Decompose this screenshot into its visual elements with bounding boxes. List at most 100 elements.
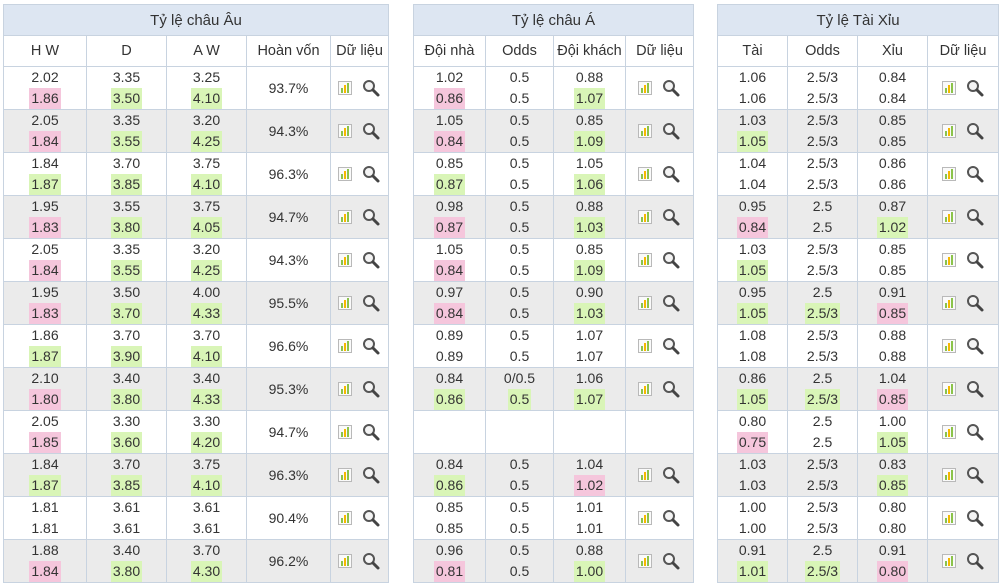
draw-odds: 3.35 3.55 (86, 238, 167, 282)
magnifier-icon[interactable] (361, 250, 381, 270)
magnifier-icon[interactable] (965, 293, 985, 313)
current-odds: 3.85 (110, 174, 143, 195)
bar-chart-icon[interactable] (941, 124, 956, 138)
magnifier-icon[interactable] (661, 508, 681, 528)
bar-chart-icon[interactable] (638, 81, 652, 95)
bar-chart-icon[interactable] (941, 554, 956, 568)
handicap-line: 0.5 0.5 (485, 109, 554, 153)
opening-odds: 3.75 (192, 155, 221, 171)
magnifier-icon[interactable] (361, 422, 381, 442)
opening-odds: 1.05 (435, 112, 464, 128)
bar-chart-icon[interactable] (638, 339, 652, 353)
magnifier-icon[interactable] (965, 207, 985, 227)
magnifier-icon[interactable] (361, 78, 381, 98)
bar-chart-icon[interactable] (941, 81, 956, 95)
opening-odds: 0.85 (435, 499, 464, 515)
bar-chart-icon[interactable] (638, 124, 652, 138)
magnifier-icon[interactable] (361, 164, 381, 184)
bar-chart-icon[interactable] (638, 253, 652, 267)
bar-chart-icon[interactable] (941, 296, 956, 310)
away-team-odds: 0.90 1.03 (553, 281, 626, 325)
magnifier-icon[interactable] (661, 465, 681, 485)
bar-chart-icon[interactable] (338, 253, 353, 267)
data-tools-cell (625, 453, 694, 497)
home-win-odds: 1.86 1.87 (3, 324, 87, 368)
current-odds: 1.06 (573, 174, 606, 195)
bar-chart-icon[interactable] (941, 210, 956, 224)
total-line: 2.5 2.5/3 (787, 281, 858, 325)
magnifier-icon[interactable] (965, 121, 985, 141)
magnifier-icon[interactable] (661, 250, 681, 270)
magnifier-icon[interactable] (965, 336, 985, 356)
magnifier-icon[interactable] (661, 78, 681, 98)
magnifier-icon[interactable] (661, 551, 681, 571)
opening-odds: 1.04 (575, 456, 604, 472)
bar-chart-icon[interactable] (638, 511, 652, 525)
col-data: Dữ liệu (329, 35, 390, 67)
bar-chart-icon[interactable] (338, 210, 353, 224)
magnifier-icon[interactable] (965, 422, 985, 442)
current-odds: 4.10 (190, 475, 223, 496)
magnifier-icon[interactable] (361, 379, 381, 399)
bar-chart-icon[interactable] (338, 167, 353, 181)
bar-chart-icon[interactable] (941, 382, 956, 396)
magnifier-icon[interactable] (361, 336, 381, 356)
bar-chart-icon[interactable] (638, 468, 652, 482)
bar-chart-icon[interactable] (941, 167, 956, 181)
magnifier-icon[interactable] (965, 164, 985, 184)
current-odds: 0.88 (878, 348, 907, 364)
magnifier-icon[interactable] (361, 293, 381, 313)
data-tools-cell (625, 281, 694, 325)
current-odds: 1.80 (29, 389, 61, 410)
bar-chart-icon[interactable] (338, 296, 353, 310)
bar-chart-icon[interactable] (338, 382, 353, 396)
opening-odds: 3.70 (192, 542, 221, 558)
bar-chart-icon[interactable] (338, 339, 353, 353)
away-win-odds: 3.30 4.20 (166, 410, 247, 454)
magnifier-icon[interactable] (661, 164, 681, 184)
opening-odds: 0.5 (509, 499, 530, 515)
magnifier-icon[interactable] (361, 121, 381, 141)
bar-chart-icon[interactable] (941, 339, 956, 353)
magnifier-icon[interactable] (361, 465, 381, 485)
magnifier-icon[interactable] (661, 207, 681, 227)
bar-chart-icon[interactable] (941, 253, 956, 267)
magnifier-icon[interactable] (965, 379, 985, 399)
opening-odds: 3.75 (192, 198, 221, 214)
bar-chart-icon[interactable] (338, 124, 353, 138)
handicap-line: 0.5 0.5 (485, 238, 554, 282)
magnifier-icon[interactable] (661, 293, 681, 313)
magnifier-icon[interactable] (361, 551, 381, 571)
magnifier-icon[interactable] (361, 508, 381, 528)
payout-percentage: 94.3% (246, 238, 331, 282)
magnifier-icon[interactable] (361, 207, 381, 227)
bar-chart-icon[interactable] (338, 511, 353, 525)
bar-chart-icon[interactable] (638, 554, 652, 568)
home-win-odds: 1.84 1.87 (3, 453, 87, 497)
bar-chart-icon[interactable] (338, 554, 353, 568)
bar-chart-icon[interactable] (941, 511, 956, 525)
magnifier-icon[interactable] (965, 78, 985, 98)
draw-odds: 3.70 3.90 (86, 324, 167, 368)
magnifier-icon[interactable] (965, 465, 985, 485)
bar-chart-icon[interactable] (941, 468, 956, 482)
bar-chart-icon[interactable] (638, 296, 652, 310)
magnifier-icon[interactable] (661, 379, 681, 399)
bar-chart-icon[interactable] (638, 382, 652, 396)
bar-chart-icon[interactable] (638, 167, 652, 181)
current-odds: 1.81 (31, 520, 59, 536)
data-tools-cell (329, 152, 390, 196)
magnifier-icon[interactable] (661, 121, 681, 141)
bar-chart-icon[interactable] (338, 81, 353, 95)
magnifier-icon[interactable] (661, 336, 681, 356)
magnifier-icon[interactable] (965, 250, 985, 270)
bar-chart-icon[interactable] (338, 425, 353, 439)
magnifier-icon[interactable] (965, 508, 985, 528)
under-odds: 0.86 0.86 (857, 152, 928, 196)
bar-chart-icon[interactable] (638, 210, 652, 224)
magnifier-icon[interactable] (965, 551, 985, 571)
bar-chart-icon[interactable] (941, 425, 956, 439)
away-win-odds: 3.70 4.30 (166, 539, 247, 583)
opening-odds: 2.5/3 (806, 155, 839, 171)
bar-chart-icon[interactable] (338, 468, 353, 482)
